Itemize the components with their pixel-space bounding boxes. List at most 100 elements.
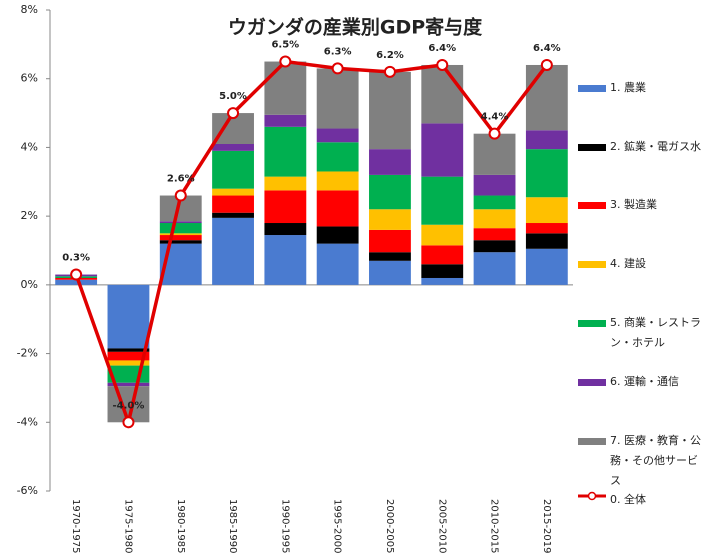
legend-label: 2. 鉱業・電ガス水 <box>610 140 701 153</box>
bar-segment <box>159 233 202 236</box>
y-tick-label: 8% <box>21 3 38 16</box>
total-marker <box>331 62 344 75</box>
legend-swatch <box>578 202 606 209</box>
bar-segment <box>369 71 411 150</box>
x-tick-label: 1975-1980 <box>122 499 133 553</box>
legend-label: 6. 運輸・通信 <box>610 375 679 388</box>
bar-segment <box>316 243 359 285</box>
total-marker <box>70 268 83 281</box>
bar-segment <box>473 209 516 229</box>
bar-segment <box>369 260 411 285</box>
legend-swatch <box>578 491 606 506</box>
legend-item: 4. 建設 <box>578 254 706 274</box>
data-label: 2.6% <box>167 174 195 185</box>
total-line <box>74 59 549 429</box>
bar-segment <box>369 174 411 210</box>
bar-segment <box>316 190 359 227</box>
bar-segment <box>55 279 98 285</box>
legend-swatch <box>578 85 606 92</box>
total-marker <box>436 58 449 71</box>
bar-segment <box>264 223 307 236</box>
bar-segment <box>369 252 411 261</box>
y-tick-label: -6% <box>17 484 38 497</box>
bar-segment <box>212 188 254 196</box>
bar-segment <box>369 229 411 253</box>
bar-segment <box>369 209 411 230</box>
legend-swatch <box>578 261 606 268</box>
bar-segment <box>264 190 307 224</box>
bar-segment <box>212 150 254 189</box>
legend-label: 4. 建設 <box>610 257 646 270</box>
bar-segment <box>525 130 568 150</box>
bar-segment <box>212 217 254 285</box>
bar-segment <box>159 223 202 234</box>
total-marker <box>383 65 396 78</box>
bar-segment <box>473 240 516 253</box>
legend-swatch <box>578 144 606 151</box>
legend-item: 3. 製造業 <box>578 195 706 215</box>
bar-segment <box>212 212 254 218</box>
bar-segment <box>264 114 307 127</box>
legend-swatch <box>578 438 606 445</box>
bar-segment <box>107 284 150 349</box>
legend-label: 7. 医療・教育・公務・その他サービス <box>610 434 701 487</box>
data-label: 6.5% <box>271 40 299 51</box>
bar-segment <box>421 64 464 124</box>
bar-segment <box>473 252 516 285</box>
bar-segment <box>107 360 150 366</box>
legend-label: 1. 農業 <box>610 81 646 94</box>
x-tick-label: 2015-2019 <box>541 499 552 553</box>
total-marker <box>227 107 240 120</box>
bar-segment <box>159 235 202 241</box>
bar-segment <box>369 149 411 175</box>
total-marker <box>279 55 292 68</box>
bar-segment <box>473 195 516 210</box>
y-tick-label: 0% <box>21 278 38 291</box>
legend-item: 7. 医療・教育・公務・その他サービス <box>578 431 706 491</box>
bar-segment <box>107 382 150 387</box>
bar-segment <box>316 142 359 172</box>
x-tick-label: 1980-1985 <box>175 499 186 553</box>
bar-segment <box>107 351 150 361</box>
bar-segment <box>525 223 568 234</box>
bar-segment <box>421 245 464 265</box>
bar-segment <box>159 240 202 244</box>
legend-swatch <box>578 379 606 386</box>
bar-segment <box>421 264 464 278</box>
bar-segment <box>421 277 464 285</box>
y-tick-label: 4% <box>21 140 38 153</box>
bar-segment <box>264 61 307 115</box>
bar-segment <box>525 64 568 131</box>
bar-segment <box>212 143 254 151</box>
bar-segment <box>159 221 202 224</box>
bar-segment <box>264 235 307 285</box>
legend-item: 1. 農業 <box>578 78 706 98</box>
legend-label: 0. 全体 <box>610 493 646 506</box>
bar-segment <box>525 149 568 198</box>
y-tick-label: -2% <box>17 347 38 360</box>
bar-segment <box>421 224 464 246</box>
total-marker <box>174 189 187 202</box>
bar-segment <box>264 176 307 191</box>
y-tick-label: 2% <box>21 209 38 222</box>
bar-segment <box>473 228 516 241</box>
x-tick-label: 1970-1975 <box>70 499 81 553</box>
x-tick-label: 2005-2010 <box>436 499 447 553</box>
legend-label: 3. 製造業 <box>610 198 657 211</box>
data-label: 4.4% <box>481 112 509 123</box>
legend-label: 5. 商業・レストラン・ホテル <box>610 316 701 349</box>
bar-segment <box>525 248 568 285</box>
chart-title: ウガンダの産業別GDP寄与度 <box>228 16 483 39</box>
total-marker <box>540 58 553 71</box>
total-marker <box>488 127 501 140</box>
bar-segment <box>473 174 516 196</box>
legend-item: 5. 商業・レストラン・ホテル <box>578 313 706 353</box>
bar-segment <box>525 197 568 224</box>
bar-segment <box>421 123 464 177</box>
data-label: 6.3% <box>324 46 352 57</box>
legend-item: 0. 全体 <box>578 490 706 510</box>
data-label: 6.4% <box>428 43 456 54</box>
data-label: 5.0% <box>219 91 247 102</box>
